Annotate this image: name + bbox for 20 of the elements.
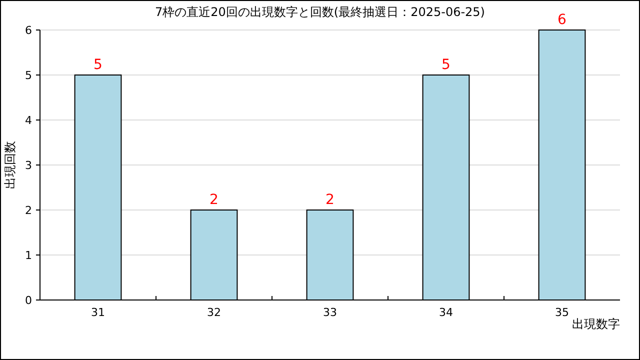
x-tick-label: 34 — [439, 306, 453, 319]
x-tick-label: 35 — [555, 306, 569, 319]
y-tick-label: 4 — [25, 114, 32, 127]
data-label: 6 — [558, 12, 567, 28]
y-tick-label: 5 — [25, 69, 32, 82]
y-tick-label: 6 — [25, 24, 32, 37]
x-tick-label: 33 — [323, 306, 337, 319]
data-label: 2 — [326, 192, 334, 208]
y-tick-label: 2 — [25, 204, 32, 217]
data-label: 5 — [94, 57, 102, 73]
x-tick-label: 31 — [91, 306, 105, 319]
y-tick-label: 3 — [25, 159, 32, 172]
y-tick-label: 0 — [25, 294, 32, 307]
y-tick-label: 1 — [25, 249, 32, 262]
data-label: 5 — [442, 57, 450, 73]
x-axis-title: 出現数字 — [572, 317, 620, 331]
data-label: 2 — [210, 192, 218, 208]
x-tick-label: 32 — [207, 306, 221, 319]
chart-title: 7枠の直近20回の出現数字と回数(最終抽選日：2025-06-25) — [154, 5, 486, 19]
y-axis-title: 出現回数 — [3, 141, 17, 189]
